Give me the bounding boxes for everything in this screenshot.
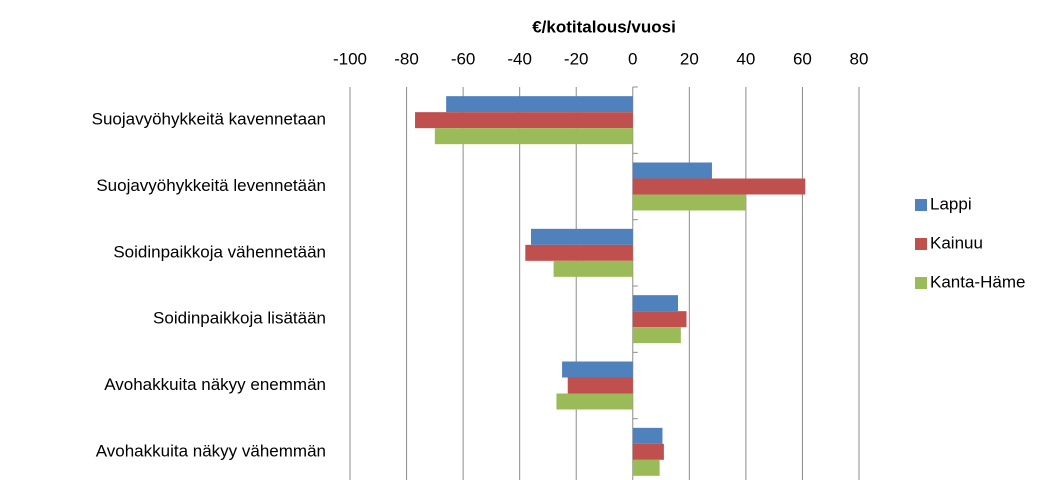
x-tick-label: -60 [451,49,476,68]
bar [562,361,633,378]
bar [556,393,633,410]
bar [632,327,681,344]
axis-title: €/kotitalous/vuosi [532,17,676,36]
x-tick-label: 60 [793,49,812,68]
legend-swatch [915,238,927,250]
bar [530,228,633,245]
x-tick-label: -20 [564,49,589,68]
bar [632,443,664,460]
y-tick-label: Avohakkuita näkyy vähemmän [96,441,326,460]
bar [632,194,746,211]
bar [632,459,660,476]
bar [525,244,633,261]
bar [632,295,679,312]
y-tick-label: Suojavyöhykkeitä kavennetaan [92,110,326,129]
bar [632,162,712,179]
legend-swatch [915,199,927,211]
y-tick-label: Suojavyöhykkeitä levennetään [96,176,326,195]
y-tick-label: Soidinpaikkoja vähennetään [113,242,326,261]
bar [632,178,806,195]
x-tick-label: 0 [628,49,637,68]
bar [632,427,663,444]
bar [434,128,633,145]
x-tick-label: -40 [507,49,532,68]
x-tick-label: 20 [680,49,699,68]
legend-swatch [915,277,927,289]
y-tick-label: Soidinpaikkoja lisätään [153,309,326,328]
y-tick-label: Avohakkuita näkyy enemmän [104,375,326,394]
bar [567,377,633,394]
legend-label: Kainuu [930,233,983,252]
bar [553,260,633,277]
bar [446,96,633,113]
x-tick-label: 80 [850,49,869,68]
legend-label: Lappi [930,194,972,213]
bar [415,112,633,129]
bar [632,311,687,328]
legend-label: Kanta-Häme [930,272,1025,291]
x-tick-label: 40 [736,49,755,68]
x-tick-label: -100 [333,49,367,68]
x-tick-label: -80 [394,49,419,68]
